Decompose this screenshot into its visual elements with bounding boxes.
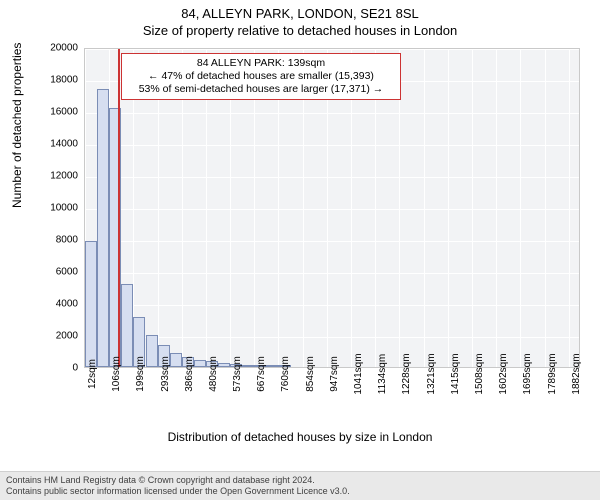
gridline-h xyxy=(85,113,579,114)
gridline-v xyxy=(520,49,521,367)
histogram-bar xyxy=(267,365,279,367)
x-tick-label: 1041sqm xyxy=(353,353,364,394)
y-tick-label: 12000 xyxy=(38,171,78,182)
callout-line-2: ← 47% of detached houses are smaller (15… xyxy=(128,70,394,83)
x-tick-label: 1508sqm xyxy=(474,353,485,394)
y-axis-label: Number of detached properties xyxy=(10,43,24,208)
gridline-h xyxy=(85,145,579,146)
y-tick-label: 6000 xyxy=(38,267,78,278)
x-tick-label: 1321sqm xyxy=(426,353,437,394)
histogram-bar xyxy=(242,365,254,367)
title-line-2: Size of property relative to detached ho… xyxy=(0,23,600,38)
y-tick-label: 4000 xyxy=(38,299,78,310)
y-tick-label: 18000 xyxy=(38,75,78,86)
gridline-h xyxy=(85,273,579,274)
licence-footer: Contains HM Land Registry data © Crown c… xyxy=(0,471,600,500)
x-tick-label: 760sqm xyxy=(280,356,291,392)
x-tick-label: 199sqm xyxy=(135,356,146,392)
histogram-bar xyxy=(85,241,97,367)
gridline-v xyxy=(545,49,546,367)
x-tick-label: 1602sqm xyxy=(498,353,509,394)
page-container: 84, ALLEYN PARK, LONDON, SE21 8SL Size o… xyxy=(0,0,600,500)
gridline-v xyxy=(448,49,449,367)
chart-title-block: 84, ALLEYN PARK, LONDON, SE21 8SL Size o… xyxy=(0,0,600,38)
gridline-h xyxy=(85,241,579,242)
histogram-bar xyxy=(97,89,109,367)
x-tick-label: 1228sqm xyxy=(401,353,412,394)
x-tick-label: 573sqm xyxy=(232,356,243,392)
property-marker-line xyxy=(118,49,120,367)
y-tick-label: 14000 xyxy=(38,139,78,150)
footer-line-1: Contains HM Land Registry data © Crown c… xyxy=(6,475,594,486)
x-tick-label: 386sqm xyxy=(184,356,195,392)
gridline-v xyxy=(472,49,473,367)
footer-line-2: Contains public sector information licen… xyxy=(6,486,594,497)
x-tick-label: 947sqm xyxy=(329,356,340,392)
y-tick-label: 8000 xyxy=(38,235,78,246)
gridline-h xyxy=(85,305,579,306)
x-tick-label: 1695sqm xyxy=(522,353,533,394)
callout-line-3: 53% of semi-detached houses are larger (… xyxy=(128,83,394,96)
x-tick-label: 480sqm xyxy=(208,356,219,392)
x-tick-label: 106sqm xyxy=(111,356,122,392)
y-tick-label: 16000 xyxy=(38,107,78,118)
y-tick-label: 10000 xyxy=(38,203,78,214)
gridline-v xyxy=(569,49,570,367)
y-tick-label: 2000 xyxy=(38,331,78,342)
chart-area: 0200040006000800010000120001400016000180… xyxy=(60,48,580,418)
histogram-bar xyxy=(146,335,158,367)
x-tick-label: 1789sqm xyxy=(547,353,558,394)
x-tick-label: 1134sqm xyxy=(377,354,388,394)
gridline-v xyxy=(424,49,425,367)
gridline-v xyxy=(496,49,497,367)
x-tick-label: 667sqm xyxy=(256,356,267,392)
title-line-1: 84, ALLEYN PARK, LONDON, SE21 8SL xyxy=(0,6,600,21)
x-tick-label: 12sqm xyxy=(87,359,98,389)
callout-line-1: 84 ALLEYN PARK: 139sqm xyxy=(128,57,394,70)
histogram-bar xyxy=(194,360,206,367)
x-tick-label: 1882sqm xyxy=(571,353,582,394)
callout-box: 84 ALLEYN PARK: 139sqm ← 47% of detached… xyxy=(121,53,401,100)
x-tick-label: 854sqm xyxy=(305,356,316,392)
gridline-h xyxy=(85,49,579,50)
gridline-h xyxy=(85,177,579,178)
y-tick-label: 20000 xyxy=(38,43,78,54)
histogram-bar xyxy=(121,284,133,367)
x-axis-label: Distribution of detached houses by size … xyxy=(0,430,600,444)
gridline-h xyxy=(85,209,579,210)
gridline-h xyxy=(85,337,579,338)
x-tick-label: 1415sqm xyxy=(450,353,461,394)
x-tick-label: 293sqm xyxy=(160,356,171,392)
histogram-bar xyxy=(170,353,182,367)
y-tick-label: 0 xyxy=(38,363,78,374)
histogram-bar xyxy=(218,363,230,367)
